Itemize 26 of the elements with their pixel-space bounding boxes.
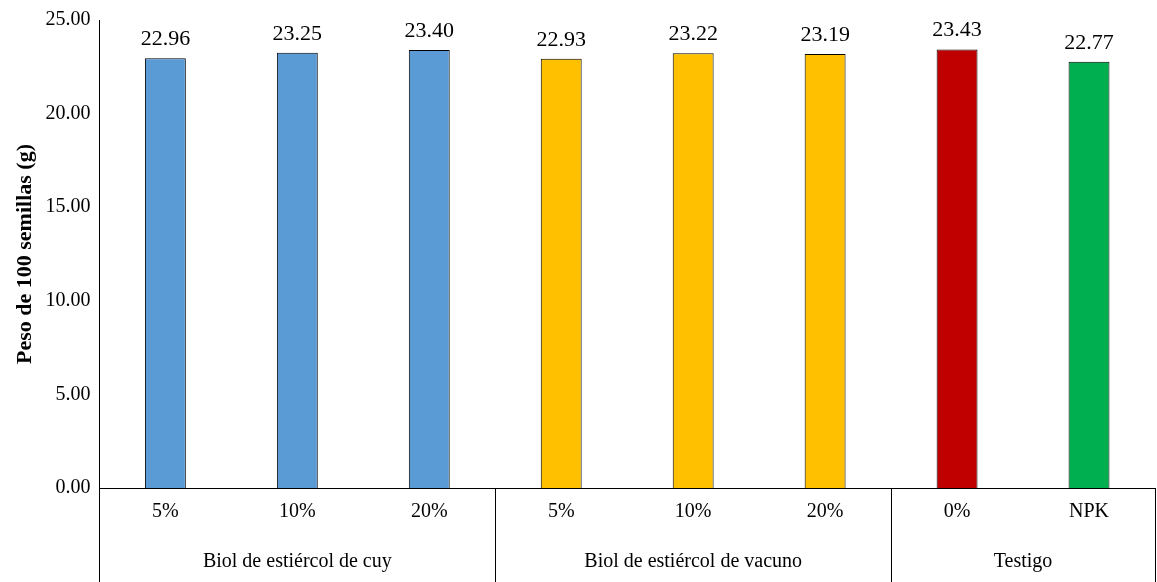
text: Testigo [993, 549, 1053, 573]
y-axis-title: Peso de 100 semillas (g) [10, 144, 36, 364]
text: Biol de estiércol de cuy [202, 549, 392, 573]
data-label: 23.22 [668, 20, 718, 46]
data-label: 23.40 [404, 16, 455, 42]
data-label: 22.93 [536, 25, 586, 51]
x-tick-label: 10% [278, 499, 316, 522]
y-tick-label: 15.00 [45, 194, 91, 217]
x-tick-label: NPK [1069, 499, 1110, 522]
y-tick-label: 5.00 [55, 381, 91, 404]
x-tick-label: 5% [152, 499, 179, 522]
data-label: 22.77 [1064, 28, 1114, 54]
data-label: 22.96 [140, 24, 191, 50]
data-label: 23.19 [800, 20, 850, 46]
x-tick-label: 20% [410, 499, 448, 522]
y-tick-label: 25.00 [45, 7, 91, 30]
x-tick-label: 10% [674, 499, 712, 522]
text: Biol de estiércol de vacuno [584, 549, 803, 572]
y-tick-label: 10.00 [45, 288, 91, 311]
data-label: 23.43 [932, 16, 982, 42]
x-tick-label: 0% [943, 499, 971, 522]
data-label: 23.25 [272, 19, 323, 45]
y-tick-label: 20.00 [45, 100, 91, 123]
x-tick-label: 5% [547, 499, 575, 522]
x-tick-label: 20% [806, 499, 844, 522]
y-tick-label: 0.00 [55, 475, 91, 498]
